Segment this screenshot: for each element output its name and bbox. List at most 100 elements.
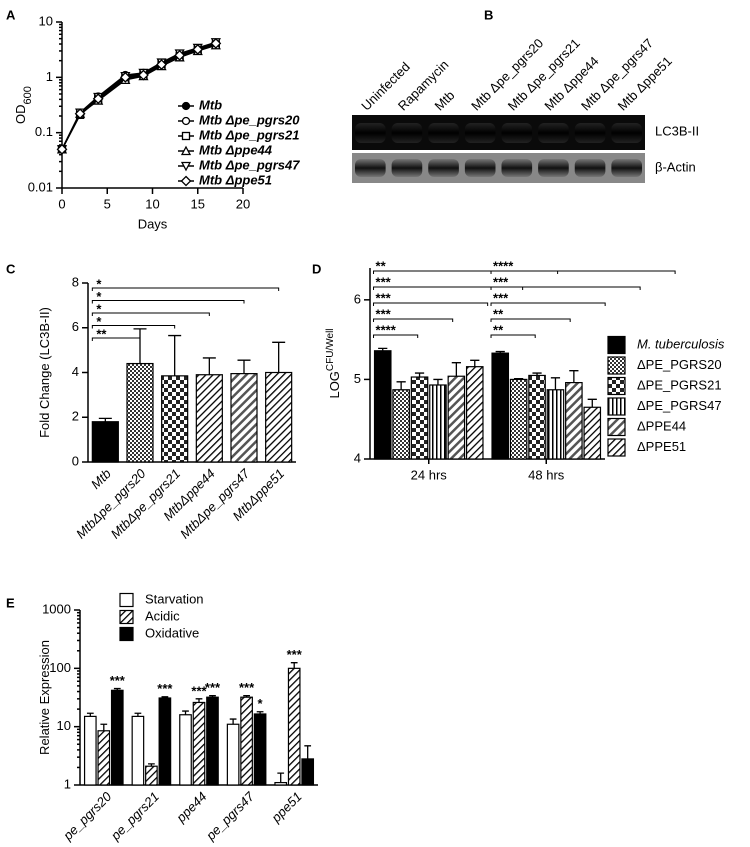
y-axis-label-sub: 600	[22, 86, 34, 104]
x-axis-label: Days	[138, 216, 168, 231]
error-bar	[587, 398, 597, 408]
y-tick-label: 4	[72, 364, 79, 379]
bar	[253, 713, 267, 786]
bar	[465, 366, 484, 460]
significance-bracket	[91, 312, 210, 316]
blot-band	[355, 159, 386, 177]
legend-label: Starvation	[145, 591, 204, 606]
significance-label: *	[96, 301, 102, 316]
significance-bracket	[373, 334, 419, 338]
legend-label: ΔPPE51	[637, 439, 686, 454]
bar	[301, 758, 315, 786]
y-tick-label: 6	[72, 319, 79, 334]
blot-band	[501, 123, 533, 143]
series-line	[61, 42, 217, 150]
significance-label: **	[96, 326, 107, 341]
marker	[92, 93, 104, 105]
significance-bracket	[91, 287, 280, 291]
significance-bracket	[373, 318, 454, 322]
y-tick-label: 0.01	[28, 179, 53, 194]
error-bar	[195, 698, 203, 703]
error-bar	[290, 662, 298, 669]
bar	[230, 373, 258, 463]
significance-bracket	[373, 302, 489, 306]
blot-band	[464, 123, 496, 143]
legend-label: ΔPE_PGRS47	[637, 398, 722, 413]
error-bar	[202, 357, 216, 375]
error-bar	[148, 763, 155, 767]
x-tick-label: 5	[104, 196, 111, 211]
legend-label: Oxidative	[145, 625, 199, 640]
x-tick-label: pe_pgrs47	[202, 788, 257, 843]
blot-band	[538, 159, 569, 177]
significance-label: **	[376, 258, 387, 273]
significance-label: *	[96, 289, 102, 304]
error-bar	[277, 772, 285, 783]
bar	[145, 765, 158, 786]
bar	[91, 421, 119, 463]
bar	[206, 696, 219, 786]
bar	[528, 374, 546, 460]
y-tick-label: 10	[57, 718, 71, 733]
legend-label: Acidic	[145, 608, 180, 623]
significance-label: ***	[191, 683, 207, 698]
blot-band	[464, 159, 496, 177]
x-tick-label: 15	[191, 196, 205, 211]
error-bar	[378, 347, 388, 351]
y-axis-label: Relative Expression	[37, 640, 52, 755]
panel-letter: A	[6, 7, 16, 22]
significance-label: *	[96, 276, 102, 291]
error-bar	[113, 687, 121, 691]
band-label: LC3B-II	[655, 123, 699, 138]
x-tick-label: Mtb	[88, 466, 114, 492]
y-axis-label-text: LOG	[327, 371, 342, 398]
marker	[74, 108, 86, 120]
y-tick-label: 10	[39, 13, 53, 28]
bar	[392, 389, 410, 460]
legend-swatch	[607, 376, 626, 396]
x-tick-label: ppe51	[268, 789, 305, 826]
legend-swatch	[607, 356, 626, 375]
legend-swatch	[119, 592, 134, 608]
marker	[180, 145, 192, 156]
legend-swatch	[607, 417, 626, 437]
bar	[509, 378, 528, 460]
bar	[110, 689, 124, 786]
legend-label: ΔPPE44	[637, 418, 686, 433]
error-bar	[514, 377, 524, 380]
error-bar	[86, 712, 94, 717]
y-tick-label: 0	[72, 453, 79, 468]
y-tick-label: 8	[72, 274, 79, 289]
legend-label: Mtb Δppe44	[199, 142, 273, 157]
bar	[192, 701, 206, 786]
error-bar	[470, 359, 480, 367]
x-tick-label: pe_pgrs21	[107, 789, 162, 844]
y-tick-label: 1	[64, 776, 71, 791]
blot-band	[611, 123, 642, 143]
x-tick-label: 48 hrs	[528, 467, 565, 482]
bar	[226, 723, 240, 786]
marker	[174, 49, 186, 61]
error-bar	[304, 745, 312, 759]
y-tick-label: 4	[354, 450, 361, 465]
bar	[373, 350, 392, 460]
error-bar	[134, 712, 142, 717]
marker	[210, 38, 222, 49]
significance-label: **	[493, 306, 504, 321]
significance-label: ***	[376, 306, 392, 321]
y-axis-label: OD600	[13, 86, 33, 124]
legend-label: Mtb Δpe_pgrs21	[199, 127, 299, 142]
legend-label: ΔPE_PGRS20	[637, 357, 722, 372]
error-bar	[433, 378, 443, 385]
bar	[491, 352, 510, 460]
blot-band	[611, 159, 642, 177]
error-bar	[237, 359, 251, 374]
bar	[158, 697, 172, 786]
error-bar	[569, 370, 579, 383]
significance-label: ***	[376, 290, 392, 305]
legend-label: M. tuberculosis	[637, 336, 725, 351]
y-tick-label: 1000	[42, 601, 71, 616]
y-axis-label-text: OD	[13, 104, 28, 124]
bar	[179, 714, 192, 786]
significance-bracket	[373, 286, 524, 290]
